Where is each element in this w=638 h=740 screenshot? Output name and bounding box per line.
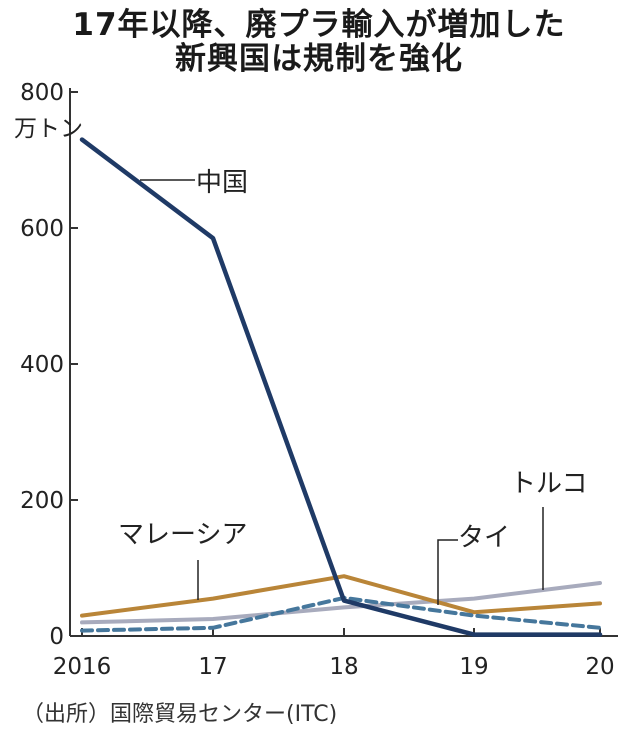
series-line-4	[80, 595, 602, 633]
y-tick-label: 400	[20, 352, 64, 378]
x-tick-label: 19	[459, 654, 488, 680]
x-tick-label: 18	[329, 654, 358, 680]
series-label-thailand: タイ	[458, 523, 510, 553]
y-tick-label: 0	[49, 624, 64, 650]
chart-title-line-2: 新興国は規制を強化	[175, 41, 463, 77]
y-tick-label: 200	[20, 488, 64, 514]
series-line-1	[79, 137, 603, 637]
chart-title-line-1: 17年以降、廃プラ輸入が増加した	[72, 7, 566, 43]
series-label-turkey: トルコ	[510, 469, 587, 499]
leader-line	[437, 539, 458, 605]
series-label-malaysia: マレーシア	[118, 520, 247, 550]
y-axis-unit: 万トン	[14, 116, 83, 142]
y-tick-label: 600	[20, 216, 64, 242]
source-note: （出所）国際貿易センター(ITC)	[22, 702, 338, 727]
series-line-2	[80, 574, 602, 618]
y-tick-label: 800	[20, 80, 64, 106]
x-tick-label: 20	[585, 654, 614, 680]
x-tick-label: 2016	[53, 654, 112, 680]
series-label-china: 中国	[196, 168, 248, 198]
x-tick-label: 17	[198, 654, 227, 680]
series-line-3	[80, 581, 602, 625]
